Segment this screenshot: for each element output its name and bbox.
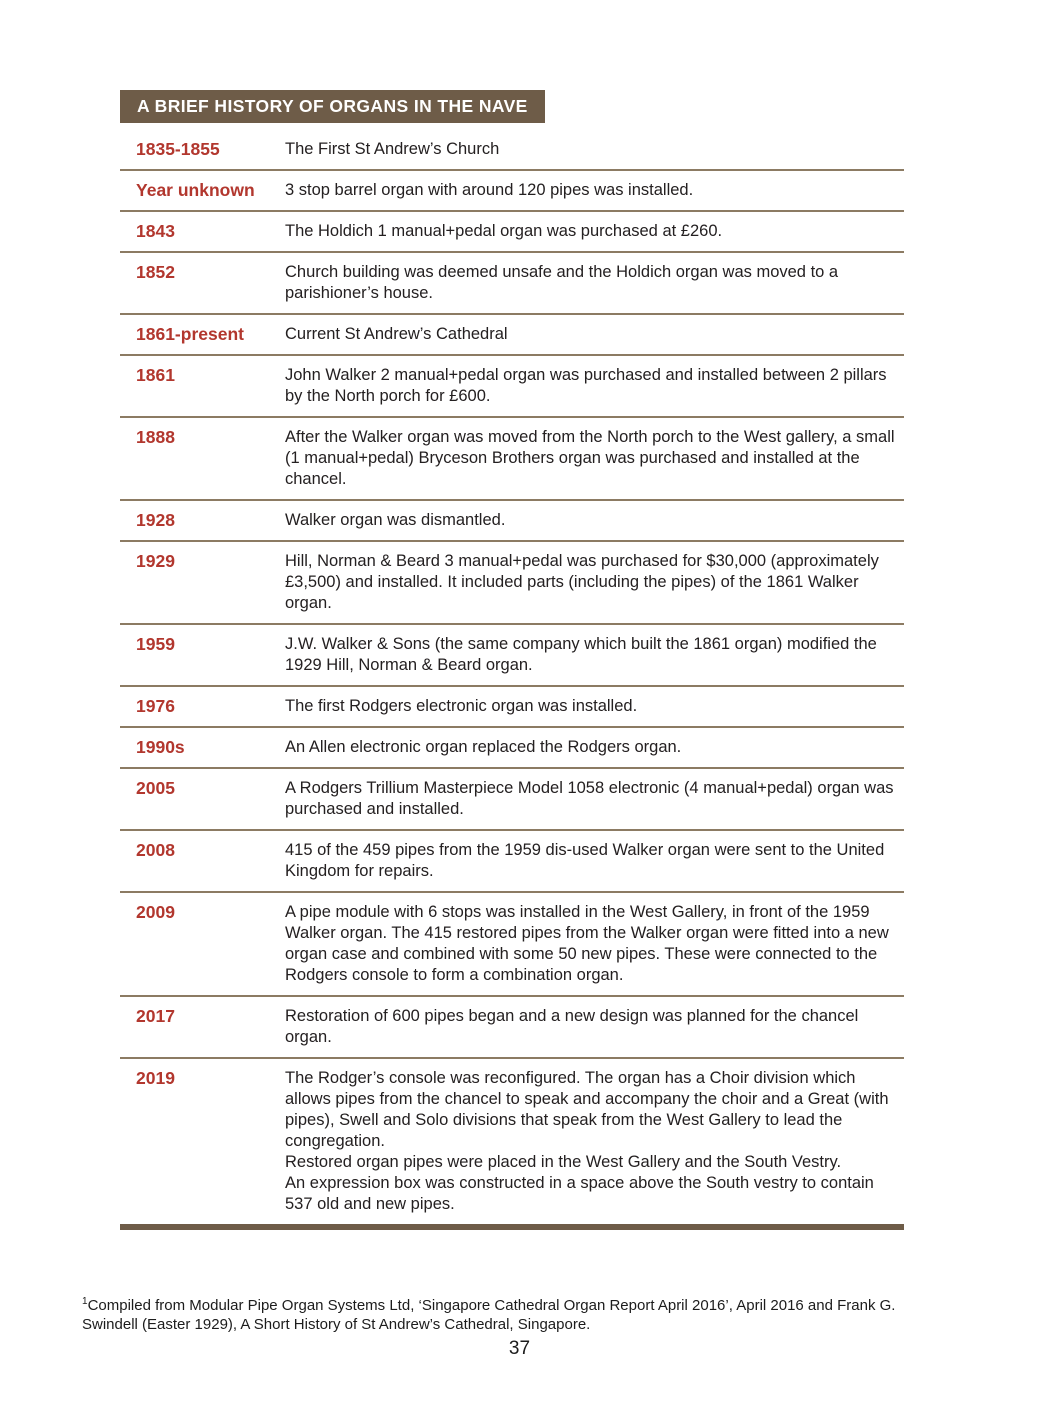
timeline-year: 2008 bbox=[136, 840, 175, 860]
timeline-description: An Allen electronic organ replaced the R… bbox=[285, 738, 682, 756]
timeline-description: After the Walker organ was moved from th… bbox=[285, 428, 895, 488]
footnote-marker: 1 bbox=[82, 1296, 88, 1307]
section-title: A BRIEF HISTORY OF ORGANS IN THE NAVE bbox=[137, 96, 528, 116]
timeline-description: J.W. Walker & Sons (the same company whi… bbox=[285, 635, 877, 674]
timeline-row: 2008 415 of the 459 pipes from the 1959 d… bbox=[120, 831, 904, 893]
timeline-description: A pipe module with 6 stops was installed… bbox=[285, 903, 889, 984]
timeline-year: 2017 bbox=[136, 1006, 175, 1026]
timeline-row: 1843 The Holdich 1 manual+pedal organ was… bbox=[120, 212, 904, 253]
timeline-row: 2019 The Rodger’s console was reconfigure… bbox=[120, 1059, 904, 1230]
timeline-year: 1929 bbox=[136, 551, 175, 571]
timeline-row: 1888 After the Walker organ was moved fro… bbox=[120, 418, 904, 501]
timeline-description: A Rodgers Trillium Masterpiece Model 105… bbox=[285, 779, 894, 818]
timeline-description: The first Rodgers electronic organ was i… bbox=[285, 697, 638, 715]
timeline-year: 1928 bbox=[136, 510, 175, 530]
timeline-description: Current St Andrew’s Cathedral bbox=[285, 325, 508, 343]
timeline-year: 2009 bbox=[136, 902, 175, 922]
timeline-description: 415 of the 459 pipes from the 1959 dis-u… bbox=[285, 841, 885, 880]
timeline-year: Year unknown bbox=[136, 180, 255, 200]
timeline-table: 1835-1855 The First St Andrew’s Church Yea… bbox=[120, 130, 904, 1230]
timeline-row: 1990s An Allen electronic organ replaced … bbox=[120, 728, 904, 769]
timeline-row: Year unknown 3 stop barrel organ with aro… bbox=[120, 171, 904, 212]
timeline-row: 1861-present Current St Andrew’s Cathedra… bbox=[120, 315, 904, 356]
timeline-description: Church building was deemed unsafe and th… bbox=[285, 263, 839, 302]
timeline-row: 2017 Restoration of 600 pipes began and a… bbox=[120, 997, 904, 1059]
timeline-year: 1843 bbox=[136, 221, 175, 241]
timeline-description: Hill, Norman & Beard 3 manual+pedal was … bbox=[285, 552, 879, 612]
timeline-year: 1835-1855 bbox=[136, 139, 220, 159]
timeline-year: 1976 bbox=[136, 696, 175, 716]
timeline-year: 1861-present bbox=[136, 324, 244, 344]
timeline-description: The First St Andrew’s Church bbox=[285, 140, 500, 158]
timeline-row: 2005 A Rodgers Trillium Masterpiece Model… bbox=[120, 769, 904, 831]
section-title-bar: A BRIEF HISTORY OF ORGANS IN THE NAVE bbox=[120, 90, 545, 123]
timeline-row: 1959 J.W. Walker & Sons (the same company… bbox=[120, 625, 904, 687]
timeline-description: The Rodger’s console was reconfigured. T… bbox=[285, 1069, 889, 1213]
footnote-text: Compiled from Modular Pipe Organ Systems… bbox=[82, 1297, 896, 1333]
timeline-row: 1835-1855 The First St Andrew’s Church bbox=[120, 130, 904, 171]
timeline-row: 1861 John Walker 2 manual+pedal organ was… bbox=[120, 356, 904, 418]
timeline-row: 2009 A pipe module with 6 stops was insta… bbox=[120, 893, 904, 997]
timeline-year: 2019 bbox=[136, 1068, 175, 1088]
timeline-year: 1861 bbox=[136, 365, 175, 385]
footnote: 1Compiled from Modular Pipe Organ System… bbox=[82, 1296, 906, 1334]
timeline-description: The Holdich 1 manual+pedal organ was pur… bbox=[285, 222, 723, 240]
timeline-year: 1990s bbox=[136, 737, 185, 757]
timeline-description: 3 stop barrel organ with around 120 pipe… bbox=[285, 181, 694, 199]
timeline-year: 1852 bbox=[136, 262, 175, 282]
timeline-year: 1888 bbox=[136, 427, 175, 447]
timeline-row: 1929 Hill, Norman & Beard 3 manual+pedal … bbox=[120, 542, 904, 625]
timeline-year: 1959 bbox=[136, 634, 175, 654]
timeline-row: 1928 Walker organ was dismantled. bbox=[120, 501, 904, 542]
timeline-row: 1976 The first Rodgers electronic organ w… bbox=[120, 687, 904, 728]
timeline-description: John Walker 2 manual+pedal organ was pur… bbox=[285, 366, 887, 405]
timeline-row: 1852 Church building was deemed unsafe an… bbox=[120, 253, 904, 315]
page-number: 37 bbox=[508, 1338, 531, 1359]
timeline-description: Restoration of 600 pipes began and a new… bbox=[285, 1007, 859, 1046]
timeline-year: 2005 bbox=[136, 778, 175, 798]
timeline-description: Walker organ was dismantled. bbox=[285, 511, 506, 529]
